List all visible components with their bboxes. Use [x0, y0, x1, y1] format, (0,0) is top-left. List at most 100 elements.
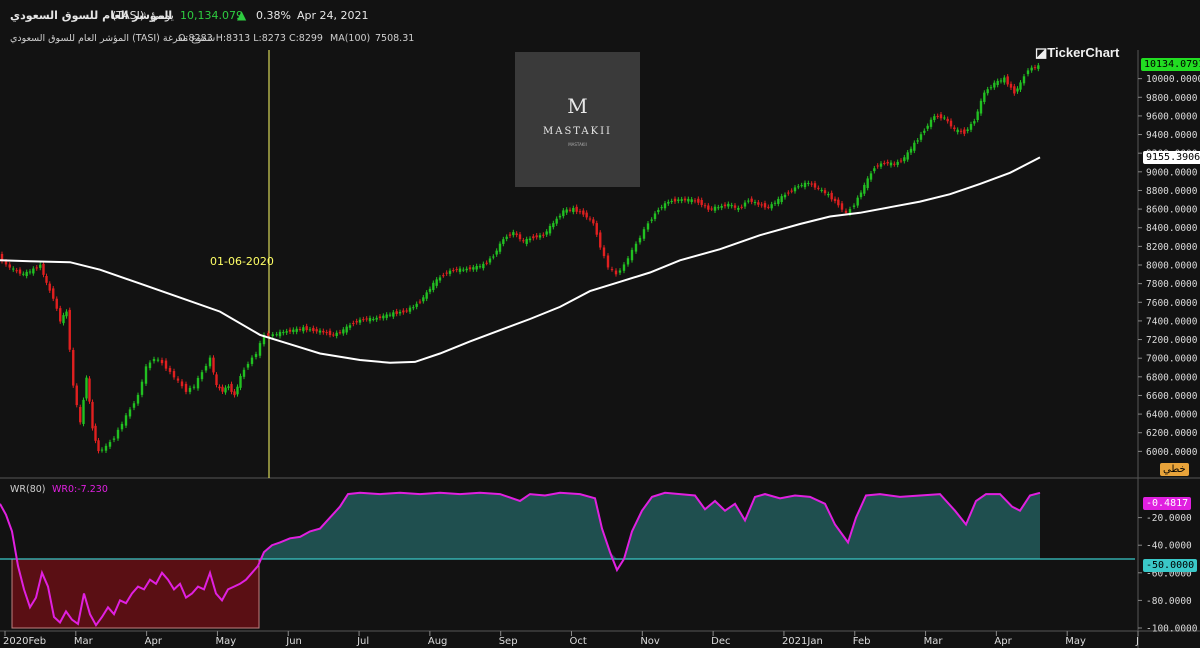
x-tick-label: Jun — [285, 636, 302, 647]
candle-body — [909, 148, 913, 153]
candle-body — [478, 266, 482, 268]
wr-level-badge: -50.0000 — [1143, 559, 1198, 572]
candle-body — [271, 334, 274, 337]
candle-body — [164, 360, 168, 369]
candle-body — [12, 268, 15, 270]
candle-body — [869, 173, 873, 180]
candle-body — [502, 239, 505, 244]
last-price-badge: 10134.0791 — [1141, 58, 1200, 71]
candle-body — [368, 317, 372, 322]
candle-body — [227, 386, 230, 388]
candle-body — [455, 269, 458, 271]
candle-body — [697, 198, 700, 203]
line-mode-button[interactable]: خطي — [1160, 463, 1189, 476]
candle-body — [72, 349, 75, 386]
series-description: المؤشر العام للسوق السعودي (TASI) شموع م… — [10, 33, 216, 44]
candle-body — [983, 92, 986, 102]
candle-body — [405, 310, 408, 312]
candle-body — [18, 269, 22, 274]
y-tick-label: 7800.0000 — [1146, 279, 1198, 290]
candle-body — [488, 258, 492, 263]
candle-body — [773, 202, 777, 204]
header: المؤشر العام للسوق السعودي (TASI) يومي 1… — [0, 0, 1200, 50]
candle-body — [582, 210, 585, 215]
candle-body — [572, 207, 575, 212]
candle-body — [285, 331, 288, 333]
x-tick-label: Nov — [640, 636, 660, 647]
candle-body — [542, 234, 545, 236]
candle-body — [398, 311, 402, 314]
candle-body — [452, 270, 455, 272]
candle-body — [969, 124, 973, 130]
candle-body — [979, 100, 983, 114]
candle-body — [218, 386, 221, 389]
candle-body — [302, 327, 305, 332]
y-tick-label: 9000.0000 — [1146, 167, 1198, 178]
candle-body — [642, 229, 646, 239]
candle-body — [657, 209, 660, 213]
candle-body — [8, 264, 11, 268]
x-tick-label: Oct — [570, 636, 587, 647]
candle-body — [59, 308, 62, 322]
candle-body — [973, 121, 976, 124]
logo-name: MASTAKII — [542, 126, 613, 137]
candle-body — [152, 359, 156, 362]
candle-body — [48, 283, 51, 291]
candle-body — [986, 89, 989, 94]
y-tick-label: 9400.0000 — [1146, 130, 1198, 141]
candle-body — [445, 272, 448, 274]
y-tick-label: 8200.0000 — [1146, 242, 1198, 253]
candle-body — [670, 201, 673, 203]
x-tick-label: Aug — [428, 636, 448, 647]
candle-body — [532, 236, 535, 239]
candle-body — [425, 292, 428, 299]
candle-body — [626, 258, 630, 265]
x-tick-label: Apr — [145, 636, 163, 647]
ma-badge: 9155.3906 — [1143, 151, 1200, 164]
candle-body — [322, 330, 325, 333]
y-tick-label: 10000.0000 — [1146, 74, 1200, 85]
candle-body — [999, 80, 1003, 82]
candle-body — [966, 129, 969, 132]
wr-line — [0, 491, 1041, 628]
candle-body — [124, 415, 128, 426]
candle-body — [866, 178, 869, 189]
y-tick-label: 6000.0000 — [1146, 447, 1198, 458]
candle-body — [262, 334, 266, 345]
x-tick-label: 2020Feb — [3, 636, 46, 647]
candle-body — [52, 288, 55, 299]
y-tick-label: 6400.0000 — [1146, 410, 1198, 421]
candle-body — [1026, 70, 1030, 75]
candle-body — [976, 111, 979, 121]
candle-body — [673, 198, 677, 202]
candle-body — [365, 318, 368, 320]
candle-body — [45, 275, 48, 283]
candle-body — [315, 329, 318, 332]
candle-body — [140, 381, 144, 395]
overbought-fill — [262, 492, 1040, 559]
candle-body — [168, 368, 172, 372]
candle-body — [128, 409, 132, 417]
candle-body — [552, 223, 555, 228]
change-percent: 0.38% — [256, 9, 291, 22]
candle-body — [224, 387, 227, 393]
period-label: يومي — [150, 9, 174, 22]
candle-body — [592, 219, 595, 224]
candle-body — [680, 199, 683, 201]
candle-body — [558, 215, 562, 218]
candle-body — [707, 205, 710, 210]
candle-body — [660, 207, 663, 209]
candle-body — [650, 219, 653, 221]
y-tick-label: 9600.0000 — [1146, 111, 1198, 122]
candle-body — [1013, 86, 1016, 94]
ma-label: MA(100) — [330, 33, 371, 44]
candle-body — [230, 383, 233, 392]
candle-body — [933, 116, 936, 121]
candle-body — [221, 386, 224, 392]
x-tick-label: Jul — [356, 636, 369, 647]
candle-body — [833, 198, 837, 202]
candle-body — [810, 183, 813, 185]
wr-tick-label: -80.0000 — [1146, 596, 1192, 607]
candle-body — [108, 442, 112, 447]
